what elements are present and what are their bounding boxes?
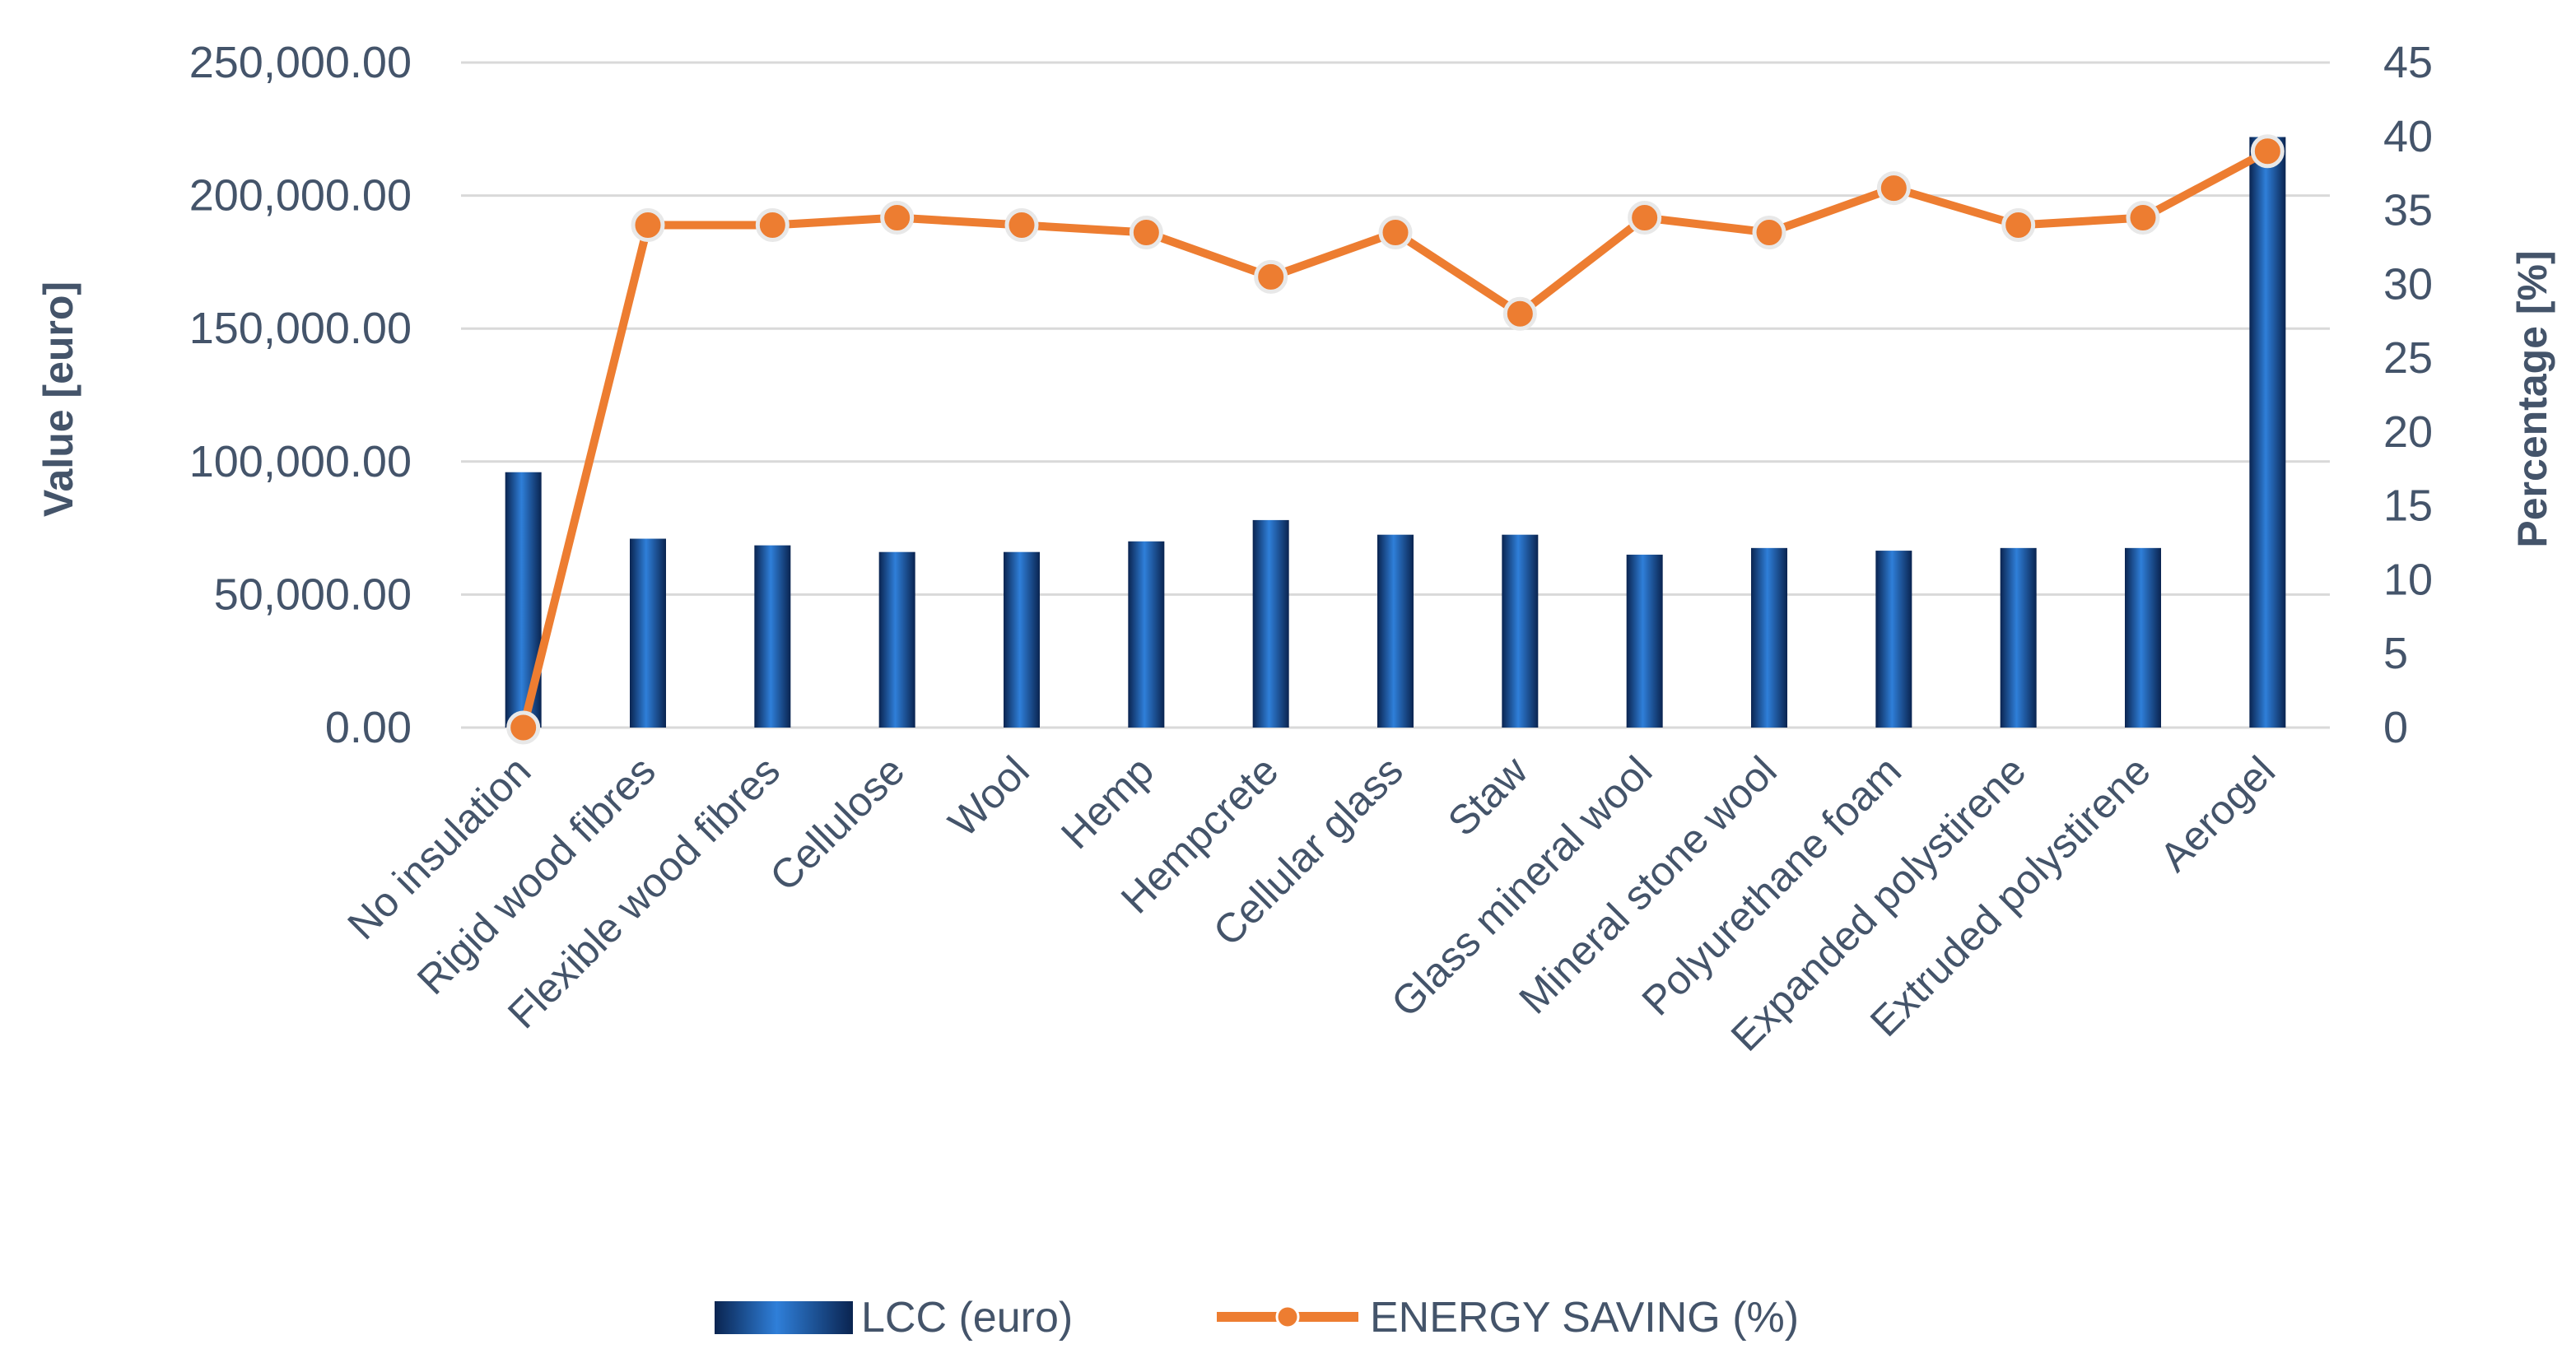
y-tick-label-left: 50,000.00: [214, 570, 412, 619]
point-energy-saving: [1752, 215, 1786, 249]
point-energy-saving: [1129, 215, 1163, 249]
point-energy-saving: [506, 710, 541, 745]
point-energy-saving: [1378, 215, 1413, 249]
x-tick-label: Rigid wood fibres: [408, 747, 664, 1003]
y-axis-title-right: Percentage [%]: [2509, 250, 2555, 547]
bar-lcc: [2249, 137, 2286, 728]
y-tick-label-left: 250,000.00: [189, 38, 412, 87]
y-tick-label-left: 150,000.00: [189, 304, 412, 353]
point-energy-saving: [631, 208, 665, 243]
point-energy-saving: [1254, 259, 1288, 294]
point-energy-saving: [1004, 208, 1039, 243]
y-tick-label-left: 100,000.00: [189, 437, 412, 486]
y-tick-label-right: 35: [2383, 186, 2433, 235]
bar-lcc: [1751, 547, 1787, 728]
bar-lcc: [1004, 551, 1040, 728]
point-energy-saving: [2001, 208, 2036, 243]
y-tick-label-right: 0: [2383, 703, 2408, 752]
x-tick-label: Aerogel: [2151, 747, 2284, 880]
x-tick-label: Wool: [939, 747, 1038, 846]
y-tick-label-right: 40: [2383, 112, 2433, 161]
y-tick-label-right: 5: [2383, 629, 2408, 678]
y-tick-label-right: 25: [2383, 333, 2433, 383]
point-energy-saving: [880, 201, 915, 235]
x-tick-label: Cellulose: [761, 747, 913, 900]
bar-lcc: [2125, 547, 2161, 728]
x-tick-label: Staw: [1439, 747, 1537, 845]
bar-lcc: [754, 545, 791, 728]
point-energy-saving: [2126, 201, 2160, 235]
bar-lcc: [1252, 519, 1289, 728]
legend-label-energy: ENERGY SAVING (%): [1370, 1294, 1799, 1342]
legend-swatch-energy-marker: [1275, 1305, 1300, 1329]
energy-saving-line: [506, 134, 2285, 745]
legend-swatch-lcc: [715, 1301, 853, 1334]
bar-lcc: [1875, 551, 1912, 728]
point-energy-saving: [1876, 171, 1911, 206]
y-tick-label-right: 15: [2383, 481, 2433, 531]
point-energy-saving: [755, 208, 790, 243]
y-axis-title-left: Value [euro]: [35, 281, 82, 517]
bar-lcc: [1502, 534, 1539, 728]
point-energy-saving: [2250, 134, 2285, 169]
bar-lcc: [878, 551, 915, 728]
bar-lcc: [1128, 541, 1165, 728]
y-tick-label-right: 10: [2383, 555, 2433, 604]
bar-lcc: [2000, 547, 2037, 728]
legend: LCC (euro) ENERGY SAVING (%): [715, 1294, 1799, 1342]
legend-label-lcc: LCC (euro): [861, 1294, 1073, 1342]
y-tick-label-right: 45: [2383, 38, 2433, 87]
x-tick-label: Hemp: [1052, 747, 1162, 858]
bar-lcc: [630, 538, 666, 728]
lcc-bars: [505, 137, 2286, 728]
y-tick-label-left: 200,000.00: [189, 171, 412, 221]
y-tick-label-right: 20: [2383, 407, 2433, 457]
y-tick-label-right: 30: [2383, 259, 2433, 309]
bar-lcc: [1377, 534, 1414, 728]
y-tick-label-left: 0.00: [325, 703, 412, 752]
bar-lcc: [1626, 554, 1663, 728]
point-energy-saving: [1502, 296, 1537, 331]
point-energy-saving: [1628, 201, 1662, 235]
